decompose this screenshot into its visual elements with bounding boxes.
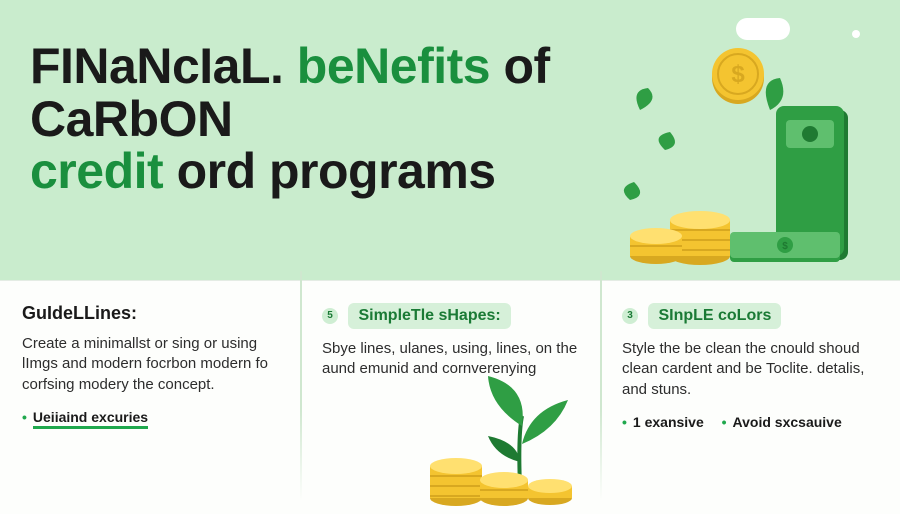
column-simple-colors: 3 SInpLE coLors Style the be clean the c… <box>600 281 900 514</box>
column-bullets: Ueiiaind excuries <box>22 409 278 429</box>
column-simple-shapes: 5 SimpleTle sHapes: Sbye lines, ulanes, … <box>300 281 600 514</box>
column-bullets: 1 exansive Avoid sxcsauive <box>622 414 878 430</box>
headline-line-1: FINaNcIaL. beNefits of <box>30 40 900 93</box>
headline-frag: credit <box>30 143 177 199</box>
bullet-item: 1 exansive <box>622 414 704 430</box>
headline-frag: beNefits <box>283 38 503 94</box>
column-heading: SInpLE coLors <box>648 303 781 329</box>
column-guidelines: GuIdeLLines: Create a minimallst or sing… <box>0 281 300 514</box>
headline-line-3: credit ord programs <box>30 145 900 198</box>
headline-frag: FINaNcIaL. <box>30 38 283 94</box>
step-badge: 5 <box>322 308 338 324</box>
cloud-shape <box>852 30 860 38</box>
bullet-item: Ueiiaind excuries <box>22 409 278 429</box>
column-body: Create a minimallst or sing or using lIm… <box>22 334 278 395</box>
column-heading-row: 5 SimpleTle sHapes: <box>322 303 578 339</box>
page-title: FINaNcIaL. beNefits of CaRbON credit ord… <box>30 40 900 198</box>
column-body: Style the be clean the cnould shoud clea… <box>622 339 878 400</box>
column-heading: SimpleTle sHapes: <box>348 303 510 329</box>
headline-frag: ord programs <box>177 143 496 199</box>
bullet-item: Avoid sxcsauive <box>722 414 842 430</box>
column-heading: GuIdeLLines: <box>22 303 137 324</box>
guideline-columns: GuIdeLLines: Create a minimallst or sing… <box>0 280 900 514</box>
step-badge: 3 <box>622 308 638 324</box>
headline-line-2: CaRbON <box>30 93 900 146</box>
bullet-text: Ueiiaind excuries <box>33 409 148 429</box>
svg-text:$: $ <box>782 241 788 252</box>
headline-frag: of <box>503 38 549 94</box>
column-heading-row: 3 SInpLE coLors <box>622 303 878 339</box>
cloud-shape <box>736 18 790 40</box>
plant-coins-illustration <box>410 366 590 506</box>
hero-panel: FINaNcIaL. beNefits of CaRbON credit ord… <box>0 0 900 280</box>
